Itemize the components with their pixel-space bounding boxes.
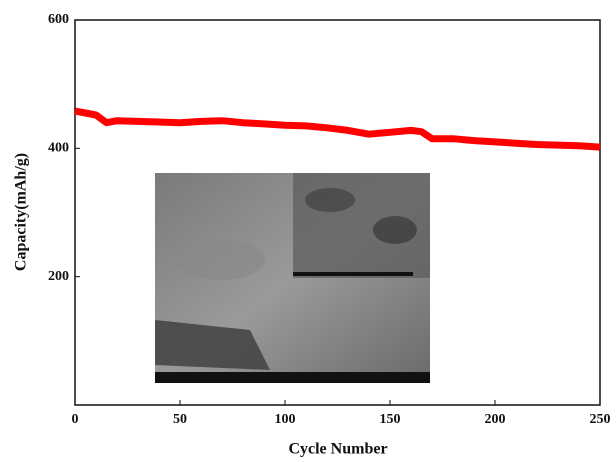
y-axis-title: Capacity(mAh/g) <box>13 153 30 271</box>
x-tick-label: 200 <box>485 412 506 427</box>
y-tick-label: 200 <box>48 269 69 284</box>
y-tick-label: 400 <box>48 141 69 156</box>
inset-image <box>155 173 430 383</box>
x-tick-label: 50 <box>173 412 187 427</box>
x-axis-title: Cycle Number <box>288 441 387 458</box>
plot-frame <box>74 19 601 406</box>
x-tick-label: 150 <box>380 412 401 427</box>
x-tick-label: 250 <box>590 412 611 427</box>
data-line <box>74 107 601 151</box>
x-tick-label: 0 <box>72 412 79 427</box>
y-tick-label: 600 <box>48 12 69 27</box>
x-tick-label: 100 <box>275 412 296 427</box>
